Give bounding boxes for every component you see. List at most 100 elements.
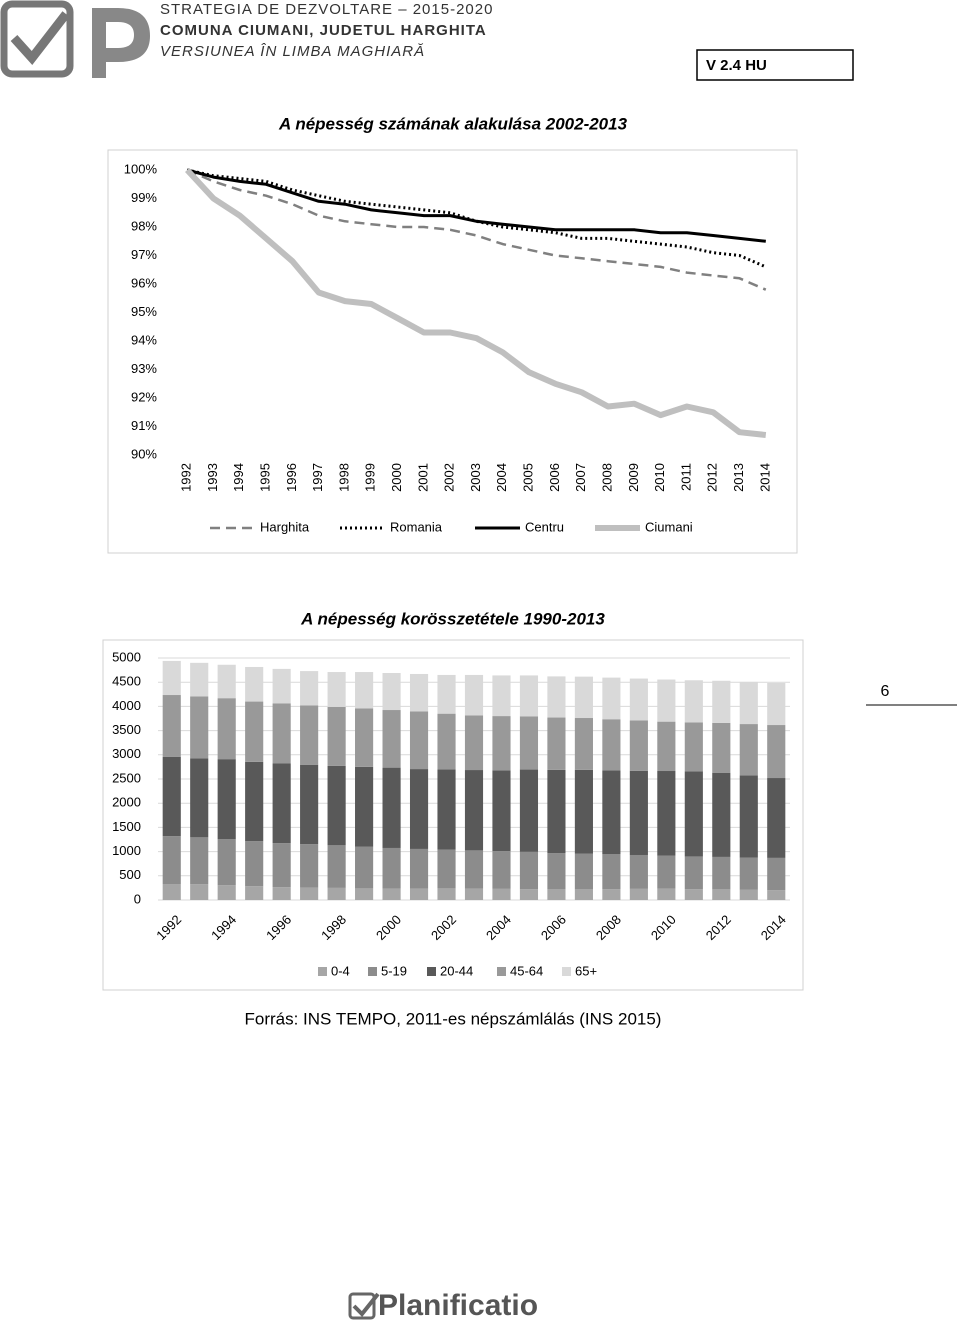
bar-segment <box>492 716 511 771</box>
logo-p <box>92 8 150 78</box>
bar-segment <box>657 855 676 889</box>
y-tick-label: 93% <box>131 361 157 376</box>
bar-segment <box>574 889 593 900</box>
bar-segment <box>382 767 401 848</box>
bar-segment <box>464 850 484 889</box>
footer-brand: Planificatio <box>378 1289 538 1322</box>
footer-logo <box>348 1292 380 1320</box>
bar-segment <box>327 672 346 707</box>
bar-segment <box>217 839 236 886</box>
legend-swatch <box>427 967 436 976</box>
chart-title: A népesség korösszetétele 1990-2013 <box>300 609 605 628</box>
bar-segment <box>492 888 511 900</box>
bar-segment <box>162 695 181 757</box>
bar-segment <box>574 676 593 719</box>
x-tick-label: 2005 <box>521 463 536 492</box>
x-tick-label: 2002 <box>442 463 457 492</box>
bar-segment <box>657 679 676 722</box>
x-tick-label: 2012 <box>705 463 720 492</box>
bar-segment <box>684 771 703 857</box>
bar-segment <box>629 888 648 900</box>
legend-label: 0-4 <box>331 963 350 978</box>
bar-segment <box>190 696 209 759</box>
y-tick-label: 91% <box>131 418 157 433</box>
bar-segment <box>300 887 319 900</box>
header-line: COMUNA CIUMANI, JUDETUL HARGHITA <box>160 22 487 39</box>
bar-segment <box>712 680 731 723</box>
bar-segment <box>574 718 593 770</box>
bar-segment <box>464 674 484 716</box>
bar-segment <box>712 856 731 890</box>
y-tick-label: 95% <box>131 304 157 319</box>
x-tick-label: 2004 <box>494 463 509 492</box>
bar-segment <box>739 889 758 900</box>
bar-segment <box>519 675 539 717</box>
bar-segment <box>355 888 374 900</box>
bar-segment <box>437 769 456 850</box>
y-tick-label: 94% <box>131 332 157 347</box>
x-tick-label: 2010 <box>652 463 667 492</box>
version-box <box>696 49 854 81</box>
y-tick-label: 3500 <box>112 722 141 737</box>
bar-segment <box>272 843 291 888</box>
page-number: 6 <box>881 683 890 700</box>
legend-label: Harghita <box>260 519 310 534</box>
y-tick-label: 97% <box>131 247 157 262</box>
legend-label: Centru <box>525 519 564 534</box>
x-tick-label: 1997 <box>310 463 325 492</box>
bar-segment <box>629 770 648 855</box>
bar-segment <box>767 857 786 891</box>
bar-segment <box>245 761 264 842</box>
bar-segment <box>327 887 346 900</box>
logo-box <box>0 0 74 78</box>
bar-segment <box>409 711 429 770</box>
bar-segment <box>602 889 621 900</box>
bar-segment <box>327 845 346 888</box>
y-tick-label: 5000 <box>112 649 141 664</box>
bar-segment <box>409 673 429 712</box>
bar-segment <box>492 851 511 889</box>
bar-segment <box>684 889 703 900</box>
y-tick-label: 100% <box>124 161 158 176</box>
bar-segment <box>355 672 374 709</box>
bar-segment <box>547 889 566 900</box>
legend-swatch <box>368 967 377 976</box>
bar-segment <box>629 854 648 889</box>
x-tick-label: 1995 <box>258 463 273 492</box>
y-tick-label: 99% <box>131 190 157 205</box>
bar-segment <box>519 716 539 770</box>
y-tick-label: 4000 <box>112 698 141 713</box>
x-tick-label: 1993 <box>205 463 220 492</box>
header-line: VERSIUNEA ÎN LIMBA MAGHIARĂ <box>160 43 425 60</box>
y-tick-label: 3000 <box>112 746 141 761</box>
bar-segment <box>767 682 786 726</box>
bar-segment <box>629 678 648 721</box>
bar-segment <box>602 770 621 855</box>
bar-segment <box>245 666 264 702</box>
series-line <box>184 167 767 438</box>
bar-segment <box>519 851 539 890</box>
bar-segment <box>162 884 181 900</box>
bar-segment <box>190 662 209 697</box>
bar-segment <box>574 853 593 890</box>
x-tick-label: 2013 <box>731 463 746 492</box>
bar-segment <box>657 888 676 900</box>
bar-segment <box>327 706 346 766</box>
bar-segment <box>629 720 648 771</box>
logo-check <box>10 11 70 66</box>
x-tick-label: 1996 <box>284 463 299 492</box>
legend-label: Romania <box>390 519 443 534</box>
bar-segment <box>684 722 703 772</box>
bar-segment <box>602 677 621 720</box>
x-tick-label: 2008 <box>599 463 614 492</box>
legend-label: Ciumani <box>645 519 693 534</box>
x-tick-label: 2001 <box>415 463 430 492</box>
bar-segment <box>602 719 621 771</box>
bar-segment <box>272 763 291 844</box>
bar-segment <box>712 722 731 773</box>
bar-segment <box>162 836 181 885</box>
bar-segment <box>767 778 786 858</box>
bar-segment <box>355 708 374 767</box>
bar-segment <box>217 885 236 900</box>
series-line <box>186 168 767 291</box>
